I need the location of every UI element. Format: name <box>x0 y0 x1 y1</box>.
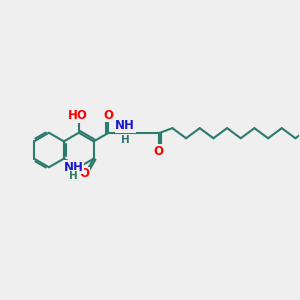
Text: O: O <box>103 109 113 122</box>
Text: HO: HO <box>68 109 87 122</box>
Text: O: O <box>154 145 164 158</box>
Text: H: H <box>69 171 78 181</box>
Text: NH: NH <box>64 161 83 174</box>
Text: O: O <box>80 167 89 180</box>
Text: H: H <box>121 135 130 145</box>
Text: NH: NH <box>115 119 135 132</box>
